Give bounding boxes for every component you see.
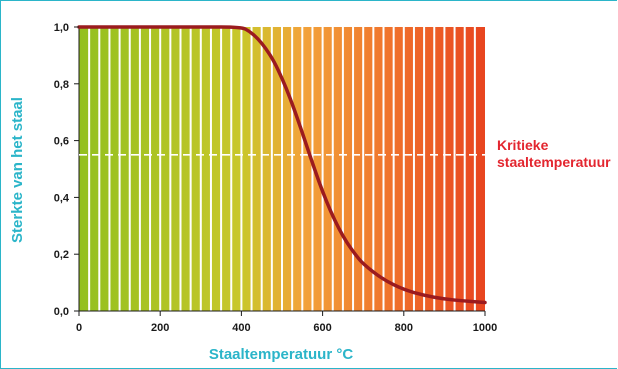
y-tick-label: 0,4 — [54, 192, 70, 204]
y-tick-label: 0,8 — [54, 79, 69, 91]
reference-label-line2: staaltemperatuur — [497, 154, 611, 170]
y-tick-label: 0,6 — [54, 136, 69, 148]
x-tick-label: 200 — [151, 322, 169, 334]
y-tick-label: 0,0 — [54, 306, 69, 318]
x-tick-label: 800 — [395, 322, 413, 334]
x-tick-label: 600 — [313, 322, 331, 334]
x-tick-label: 400 — [232, 322, 250, 334]
x-tick-label: 1000 — [473, 322, 497, 334]
reference-label-line1: Kritieke — [497, 137, 549, 153]
y-axis-title: Sterkte van het staal — [9, 97, 26, 243]
steel-strength-curve — [77, 25, 487, 305]
y-tick-label: 0,2 — [54, 249, 69, 261]
y-tick-label: 1,0 — [54, 22, 69, 34]
x-axis-title: Staaltemperatuur °C — [209, 346, 354, 363]
x-tick-label: 0 — [76, 322, 82, 334]
